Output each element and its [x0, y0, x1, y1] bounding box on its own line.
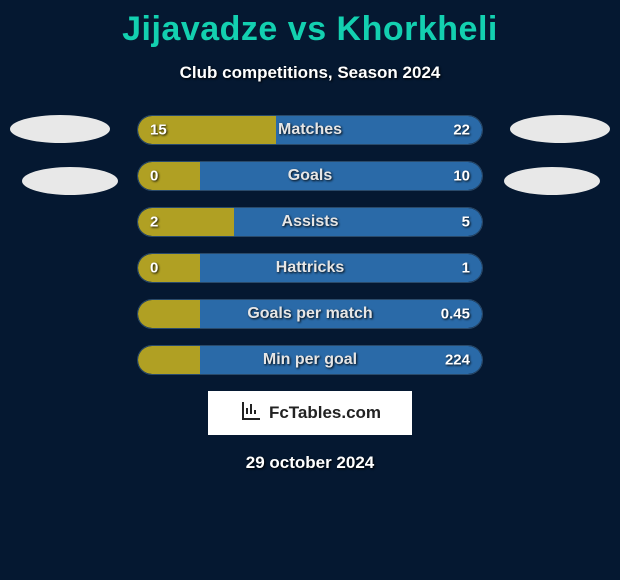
stat-row: Goals per match 0.45 — [137, 299, 483, 329]
stat-row: 2 Assists 5 — [137, 207, 483, 237]
stat-row: 0 Goals 10 — [137, 161, 483, 191]
bar-left — [138, 254, 200, 282]
stat-row: 0 Hattricks 1 — [137, 253, 483, 283]
stat-label: Goals per match — [247, 305, 372, 323]
player-left-avatar-2 — [22, 167, 118, 195]
value-right: 22 — [453, 122, 470, 139]
date: 29 october 2024 — [0, 453, 620, 473]
watermark[interactable]: FcTables.com — [208, 391, 412, 435]
comparison-chart: 15 Matches 22 0 Goals 10 2 Assists 5 0 H… — [0, 115, 620, 375]
bar-left — [138, 300, 200, 328]
value-left: 0 — [150, 260, 158, 277]
page-title: Jijavadze vs Khorkheli — [0, 0, 620, 49]
chart-icon — [239, 399, 263, 428]
bar-left — [138, 162, 200, 190]
value-right: 0.45 — [441, 306, 470, 323]
bar-right — [234, 208, 482, 236]
stat-label: Min per goal — [263, 351, 357, 369]
value-left: 2 — [150, 214, 158, 231]
stat-label: Hattricks — [276, 259, 344, 277]
watermark-text: FcTables.com — [269, 403, 381, 423]
player-right-avatar-2 — [504, 167, 600, 195]
value-right: 224 — [445, 352, 470, 369]
stat-rows: 15 Matches 22 0 Goals 10 2 Assists 5 0 H… — [137, 115, 483, 375]
value-right: 1 — [462, 260, 470, 277]
value-right: 5 — [462, 214, 470, 231]
stat-label: Assists — [282, 213, 339, 231]
stat-label: Matches — [278, 121, 342, 139]
value-left: 15 — [150, 122, 167, 139]
stat-label: Goals — [288, 167, 332, 185]
stat-row: Min per goal 224 — [137, 345, 483, 375]
player-right-avatar-1 — [510, 115, 610, 143]
stat-row: 15 Matches 22 — [137, 115, 483, 145]
value-right: 10 — [453, 168, 470, 185]
player-left-avatar-1 — [10, 115, 110, 143]
bar-right — [200, 162, 482, 190]
bar-left — [138, 346, 200, 374]
value-left: 0 — [150, 168, 158, 185]
subtitle: Club competitions, Season 2024 — [0, 63, 620, 83]
